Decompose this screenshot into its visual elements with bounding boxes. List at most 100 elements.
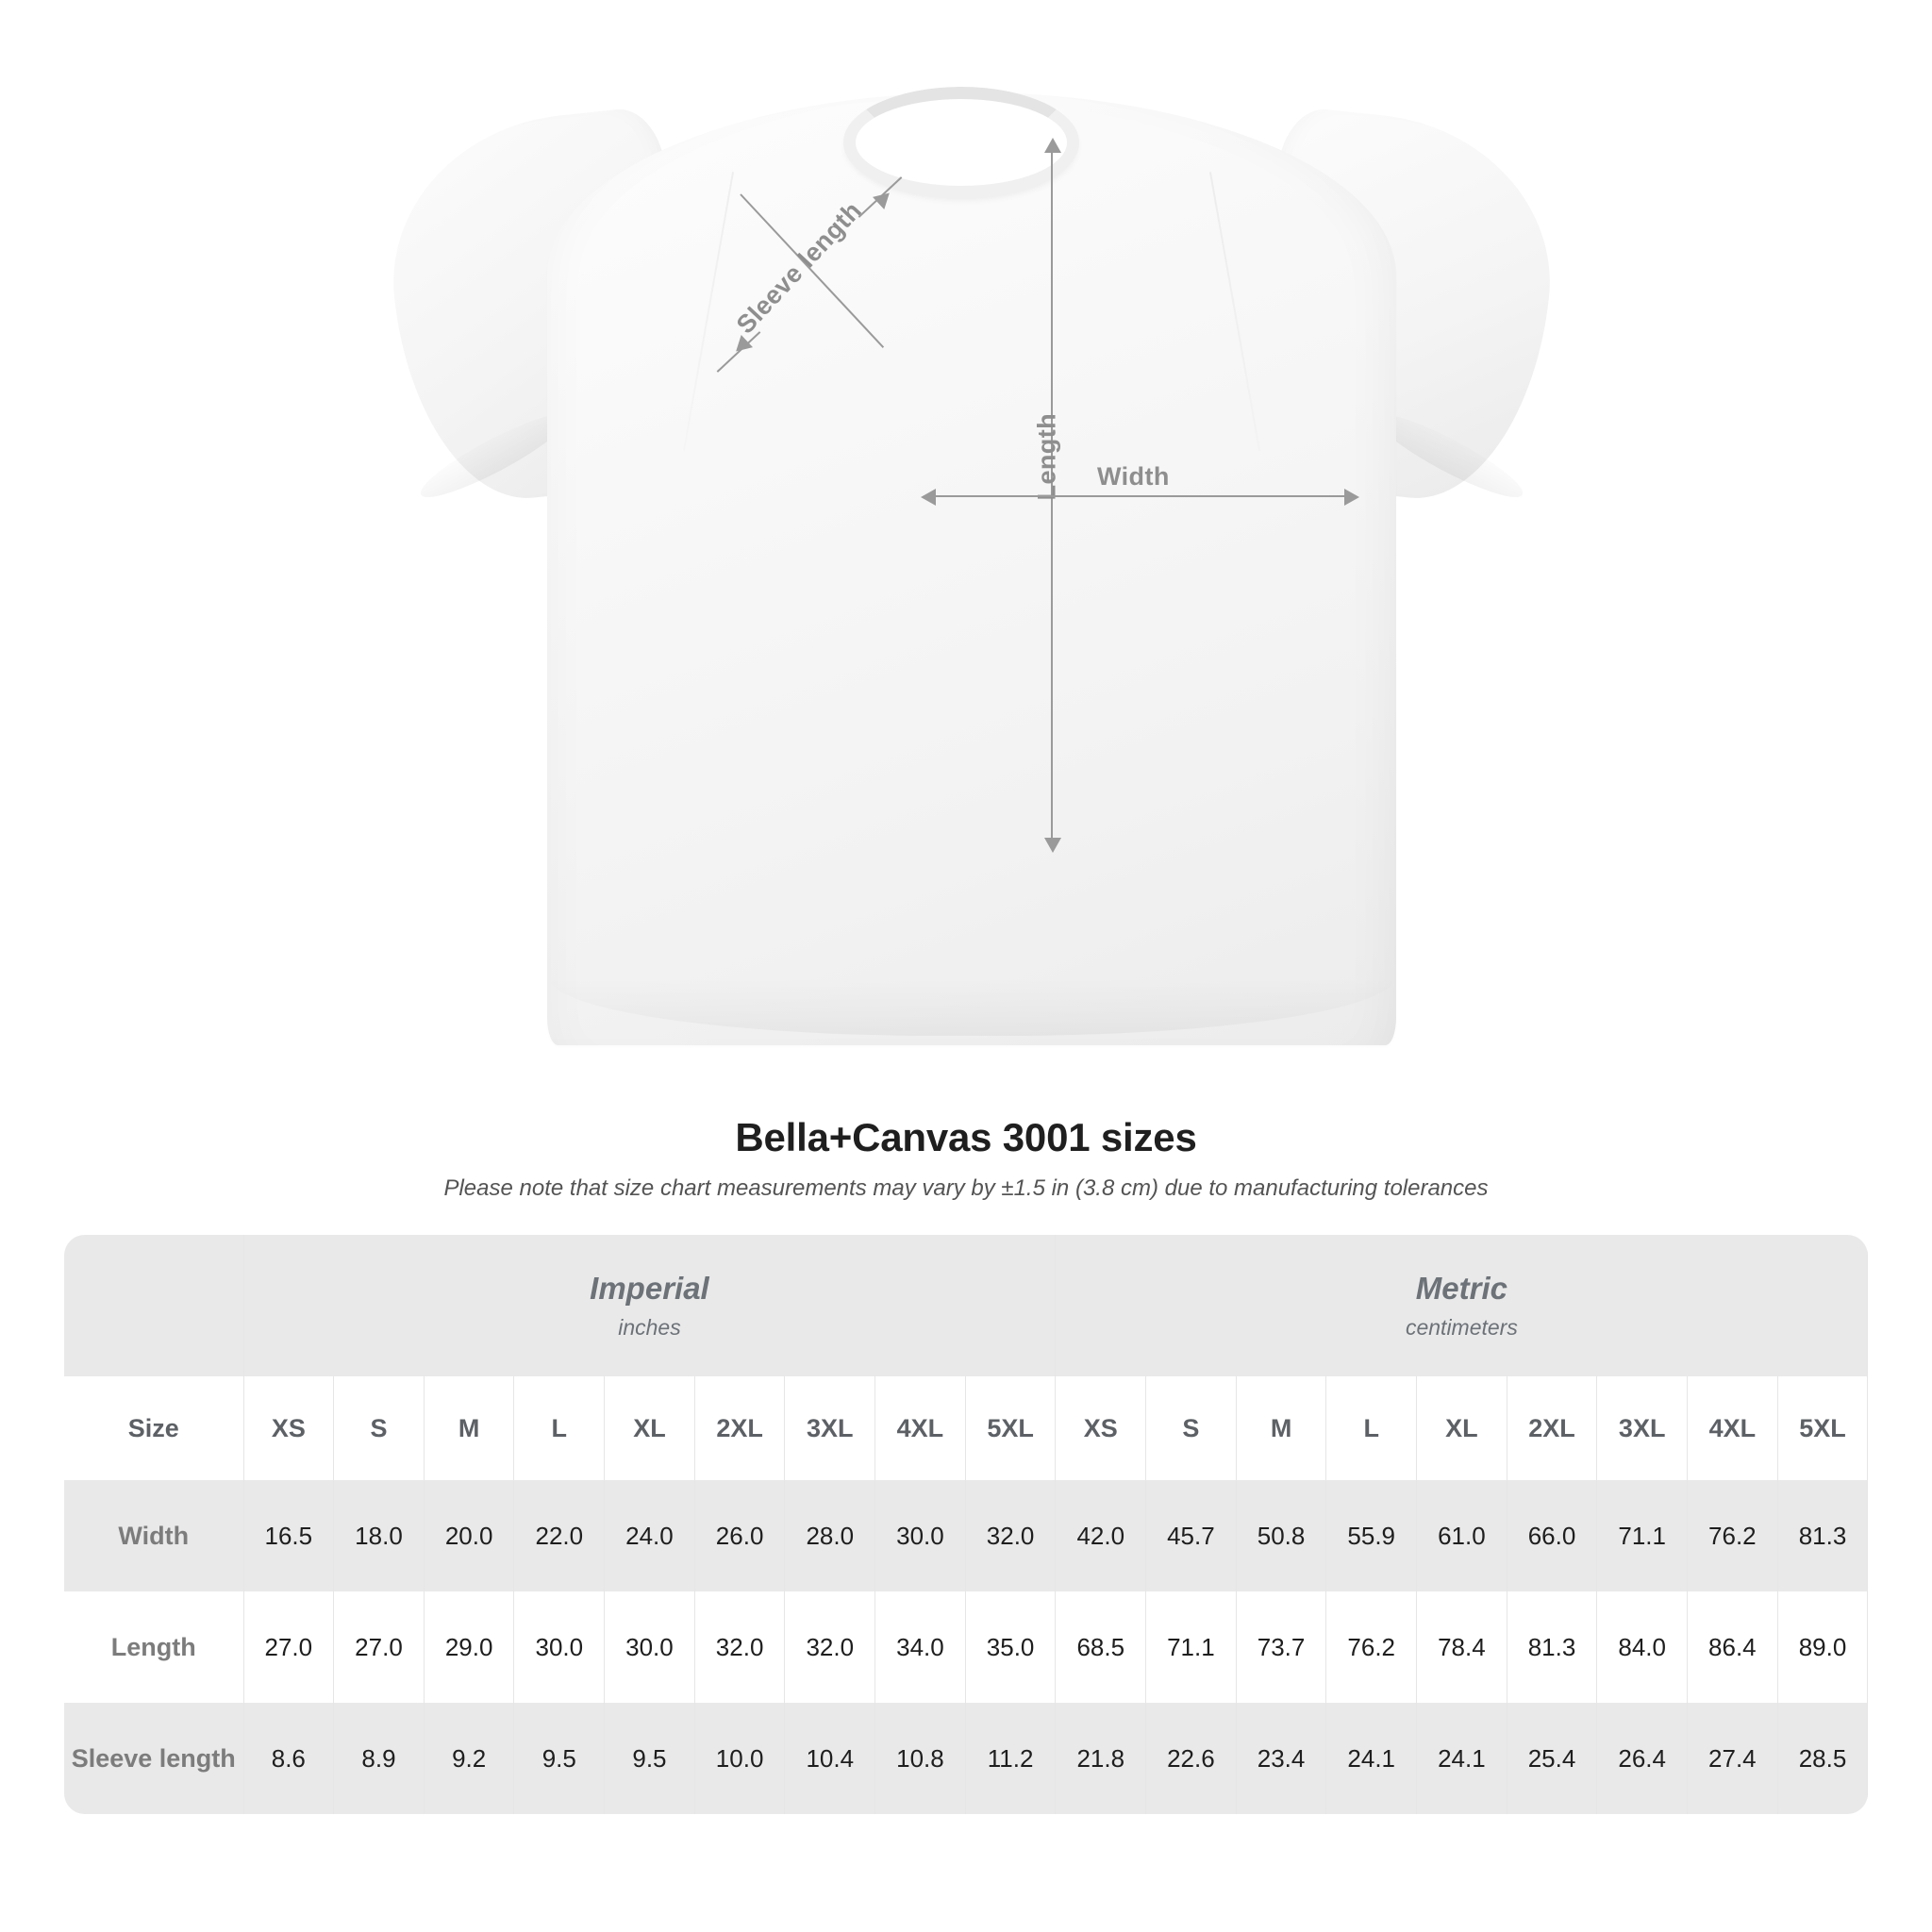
size-header-cell-m: M	[1236, 1376, 1327, 1480]
row-label-length: Length	[64, 1591, 244, 1703]
size-header-cell-xl: XL	[1416, 1376, 1507, 1480]
size-chart-table: Imperial inches Metric centimeters Size XS S M L…	[64, 1235, 1868, 1814]
cell-length-metric-4xl: 86.4	[1687, 1591, 1778, 1703]
width-arrow-right-icon	[1344, 489, 1359, 506]
cell-length-metric-s: 71.1	[1145, 1591, 1237, 1703]
cell-width-metric-s: 45.7	[1145, 1480, 1237, 1591]
size-header-cell-4xl: 4XL	[1687, 1376, 1778, 1480]
cell-width-imperial-m: 20.0	[424, 1480, 515, 1591]
unit-header-metric: Metric centimeters	[1055, 1235, 1868, 1376]
page-subtitle: Please note that size chart measurements…	[443, 1175, 1489, 1201]
size-header-cell-3xl: 3XL	[1596, 1376, 1689, 1480]
cell-width-imperial-xs: 16.5	[243, 1480, 335, 1591]
size-header-cell-l: L	[1325, 1376, 1418, 1480]
cell-length-metric-5xl: 89.0	[1777, 1591, 1868, 1703]
cell-sleeve-length-imperial-xl: 9.5	[604, 1703, 695, 1814]
cell-length-imperial-l: 30.0	[513, 1591, 606, 1703]
size-header-cell-5xl: 5XL	[965, 1376, 1057, 1480]
cell-sleeve-length-imperial-s: 8.9	[333, 1703, 425, 1814]
cell-length-metric-2xl: 81.3	[1507, 1591, 1598, 1703]
size-chart-table-wrap: Imperial inches Metric centimeters Size XS S M L…	[64, 1235, 1868, 1814]
table-row: Sleeve length 8.6 8.9 9.2 9.5 9.5 10.0 10.4 10.8…	[64, 1703, 1868, 1814]
length-arrow-down-icon	[1044, 838, 1061, 853]
cell-width-imperial-4xl: 30.0	[874, 1480, 966, 1591]
cell-sleeve-length-imperial-4xl: 10.8	[874, 1703, 966, 1814]
unit-header-row: Imperial inches Metric centimeters	[64, 1235, 1868, 1376]
size-header-cell-4xl: 4XL	[874, 1376, 966, 1480]
table-row: Length 27.0 27.0 29.0 30.0 30.0 32.0 32.0 34.0 35…	[64, 1591, 1868, 1703]
cell-length-imperial-4xl: 34.0	[874, 1591, 966, 1703]
size-header-cell-xs: XS	[243, 1376, 335, 1480]
cell-width-metric-m: 50.8	[1236, 1480, 1327, 1591]
cell-length-imperial-xs: 27.0	[243, 1591, 335, 1703]
size-header-cell-xl: XL	[604, 1376, 695, 1480]
cell-width-metric-l: 55.9	[1325, 1480, 1418, 1591]
size-header-cell-s: S	[1145, 1376, 1237, 1480]
width-measure-line	[927, 495, 1352, 497]
cell-sleeve-length-metric-xs: 21.8	[1055, 1703, 1147, 1814]
cell-sleeve-length-imperial-l: 9.5	[513, 1703, 606, 1814]
cell-length-imperial-m: 29.0	[424, 1591, 515, 1703]
cell-sleeve-length-metric-3xl: 26.4	[1596, 1703, 1689, 1814]
cell-width-metric-4xl: 76.2	[1687, 1480, 1778, 1591]
size-header-cell-3xl: 3XL	[784, 1376, 876, 1480]
unit-name-label: Imperial	[590, 1271, 709, 1306]
cell-sleeve-length-imperial-5xl: 11.2	[965, 1703, 1057, 1814]
cell-length-metric-m: 73.7	[1236, 1591, 1327, 1703]
cell-width-metric-xs: 42.0	[1055, 1480, 1147, 1591]
row-label-sleeve-length: Sleeve length	[64, 1703, 244, 1814]
size-header-row: Size XS S M L XL 2XL 3XL 4XL 5XL XS S M L XL 2XL 3XL 4XL 5…	[64, 1376, 1868, 1480]
cell-sleeve-length-imperial-2xl: 10.0	[694, 1703, 786, 1814]
cell-length-metric-xl: 78.4	[1416, 1591, 1507, 1703]
cell-length-metric-l: 76.2	[1325, 1591, 1418, 1703]
size-header-cell-xs: XS	[1055, 1376, 1147, 1480]
cell-width-imperial-5xl: 32.0	[965, 1480, 1057, 1591]
cell-sleeve-length-metric-l: 24.1	[1325, 1703, 1418, 1814]
cell-sleeve-length-metric-4xl: 27.4	[1687, 1703, 1778, 1814]
cell-width-imperial-3xl: 28.0	[784, 1480, 876, 1591]
size-header-cell-s: S	[333, 1376, 425, 1480]
cell-length-imperial-s: 27.0	[333, 1591, 425, 1703]
cell-length-imperial-2xl: 32.0	[694, 1591, 786, 1703]
size-header-cell-5xl: 5XL	[1777, 1376, 1868, 1480]
width-arrow-left-icon	[921, 489, 936, 506]
cell-width-imperial-xl: 24.0	[604, 1480, 695, 1591]
table-row: Width 16.5 18.0 20.0 22.0 24.0 26.0 28.0 30.0 32.…	[64, 1480, 1868, 1591]
tshirt-body	[547, 92, 1396, 1045]
title-block: Bella+Canvas 3001 sizes Please note that…	[0, 1115, 1932, 1202]
cell-sleeve-length-metric-2xl: 25.4	[1507, 1703, 1598, 1814]
size-header-cell-l: L	[513, 1376, 606, 1480]
cell-width-metric-5xl: 81.3	[1777, 1480, 1868, 1591]
page-title: Bella+Canvas 3001 sizes	[735, 1115, 1197, 1159]
size-header-cell-2xl: 2XL	[1507, 1376, 1598, 1480]
row-label-width: Width	[64, 1480, 244, 1591]
cell-length-imperial-5xl: 35.0	[965, 1591, 1057, 1703]
cell-length-imperial-xl: 30.0	[604, 1591, 695, 1703]
cell-width-imperial-2xl: 26.0	[694, 1480, 786, 1591]
cell-sleeve-length-imperial-m: 9.2	[424, 1703, 515, 1814]
cell-width-imperial-s: 18.0	[333, 1480, 425, 1591]
size-header-label: Size	[64, 1376, 244, 1480]
cell-length-metric-3xl: 84.0	[1596, 1591, 1689, 1703]
unit-sub-label: inches	[618, 1315, 681, 1340]
unit-name-label: Metric	[1415, 1271, 1507, 1306]
cell-sleeve-length-imperial-xs: 8.6	[243, 1703, 335, 1814]
length-arrow-up-icon	[1044, 138, 1061, 153]
product-diagram: Length Width Sleeve length	[376, 87, 1567, 1045]
cell-width-metric-3xl: 71.1	[1596, 1480, 1689, 1591]
cell-width-metric-2xl: 66.0	[1507, 1480, 1598, 1591]
cell-sleeve-length-metric-5xl: 28.5	[1777, 1703, 1868, 1814]
cell-width-imperial-l: 22.0	[513, 1480, 606, 1591]
unit-sub-label: centimeters	[1405, 1315, 1518, 1340]
cell-width-metric-xl: 61.0	[1416, 1480, 1507, 1591]
width-annotation-label: Width	[1097, 462, 1170, 491]
cell-length-imperial-3xl: 32.0	[784, 1591, 876, 1703]
length-annotation-label: Length	[1032, 413, 1061, 501]
cell-sleeve-length-metric-xl: 24.1	[1416, 1703, 1507, 1814]
cell-sleeve-length-metric-s: 22.6	[1145, 1703, 1237, 1814]
cell-sleeve-length-metric-m: 23.4	[1236, 1703, 1327, 1814]
unit-header-imperial: Imperial inches	[243, 1235, 1057, 1376]
cell-length-metric-xs: 68.5	[1055, 1591, 1147, 1703]
size-header-cell-2xl: 2XL	[694, 1376, 786, 1480]
cell-sleeve-length-imperial-3xl: 10.4	[784, 1703, 876, 1814]
